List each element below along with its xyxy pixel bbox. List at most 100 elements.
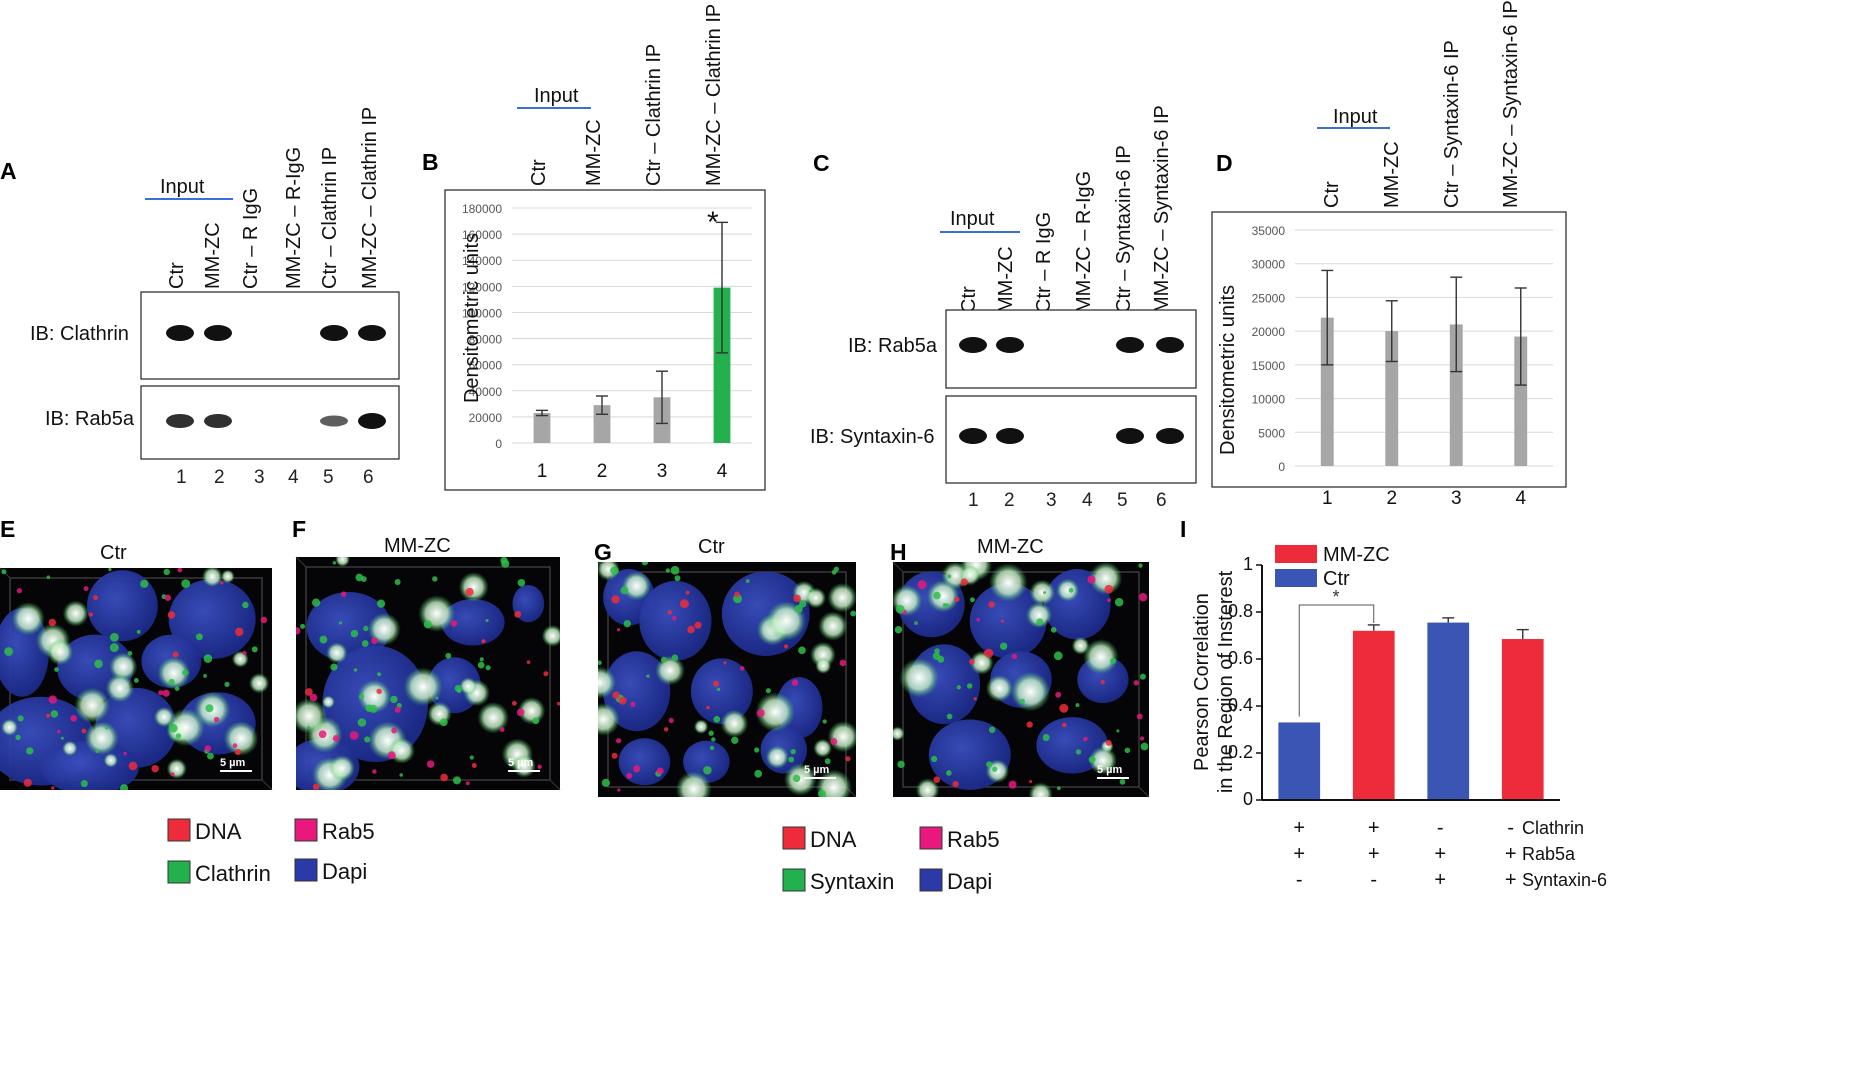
- legend-swatch: [1275, 569, 1317, 587]
- chart-header: Ctr – Syntaxin-6 IP: [1441, 40, 1463, 208]
- fluorescent-puncta: [1036, 618, 1044, 626]
- fluorescent-puncta: [440, 773, 448, 782]
- fluorescent-puncta: [672, 615, 677, 621]
- lane-header: MM-ZC – Clathrin IP: [359, 107, 381, 289]
- y-tick-label: 15000: [1252, 359, 1286, 373]
- fluorescent-puncta: [109, 632, 119, 642]
- fluorescent-puncta: [1107, 598, 1111, 603]
- nucleus: [168, 579, 256, 660]
- fluorescent-puncta: [435, 696, 439, 700]
- fluorescent-puncta: [694, 621, 702, 629]
- panel-h-letter: H: [890, 539, 907, 565]
- fluorescent-puncta: [1088, 756, 1096, 764]
- fluorescent-puncta: [349, 731, 359, 740]
- fluorescent-puncta: [526, 660, 531, 665]
- fluorescent-puncta: [850, 610, 856, 617]
- chart-i: 0 0.2 0.4 0.6 0.8 1 Pearson Correlation in the …: [1191, 544, 1560, 809]
- fluorescent-puncta: [830, 738, 838, 745]
- colocalization-spot: [223, 721, 259, 756]
- legend-label: Dapi: [947, 869, 992, 894]
- fluorescent-puncta: [177, 568, 183, 573]
- fluorescent-puncta: [94, 659, 103, 669]
- panel-c-letter: C: [813, 150, 830, 176]
- scale-bar-label: 5 µm: [804, 764, 830, 776]
- legend-swatch: [782, 826, 806, 850]
- fluorescent-puncta: [1105, 739, 1112, 746]
- x-tick-label: 4: [717, 461, 728, 482]
- fluorescent-puncta: [363, 625, 369, 632]
- fluorescent-puncta: [151, 764, 159, 773]
- fluorescent-puncta: [95, 749, 99, 754]
- fluorescent-puncta: [220, 581, 224, 585]
- colocalization-spot: [1083, 639, 1119, 675]
- condition-label: Syntaxin-6: [1522, 870, 1607, 890]
- fluorescent-puncta: [712, 680, 720, 687]
- fluorescent-puncta: [465, 781, 470, 786]
- x-tick-label: 2: [1386, 488, 1397, 509]
- fluorescent-puncta: [1061, 722, 1067, 728]
- fluorescent-puncta: [48, 618, 57, 627]
- colocalization-spot: [62, 740, 78, 756]
- condition-sign: +: [1293, 817, 1305, 839]
- fluorescent-puncta: [205, 704, 214, 713]
- colocalization-spot: [693, 719, 709, 734]
- fluorescent-puncta: [83, 586, 89, 592]
- legend-swatch: [294, 858, 318, 882]
- fluorescent-puncta: [793, 594, 801, 603]
- blot-label: IB: Clathrin: [30, 323, 129, 345]
- y-tick-label: 120000: [462, 280, 502, 294]
- lane-header: Ctr – Syntaxin-6 IP: [1113, 145, 1135, 313]
- fluorescent-puncta: [136, 629, 141, 634]
- fluorescent-puncta: [332, 735, 340, 742]
- colocalization-spot: [427, 701, 452, 727]
- fluorescent-puncta: [671, 654, 679, 661]
- fluorescent-puncta: [731, 736, 739, 745]
- chart-b: 0 20000 40000 60000 80000 100000 120000 140000 1…: [461, 202, 752, 482]
- fluorescent-puncta: [307, 725, 311, 729]
- condition-sign: +: [1368, 817, 1380, 839]
- lane-number: 2: [1004, 490, 1015, 511]
- colocalization-spot: [367, 612, 401, 646]
- colocalization-spot: [1089, 562, 1123, 595]
- y-tick-label: 80000: [469, 333, 503, 347]
- fluorescent-puncta: [376, 688, 382, 695]
- fluorescent-puncta: [162, 689, 170, 697]
- fluorescent-puncta: [931, 755, 938, 763]
- fluorescent-puncta: [127, 650, 133, 656]
- fluorescent-puncta: [616, 738, 622, 744]
- legend-swatch: [919, 826, 943, 850]
- colocalization-spot: [755, 692, 795, 732]
- condition-sign: -: [1296, 869, 1303, 891]
- fluorescent-puncta: [966, 683, 973, 689]
- micrograph-title: MM-ZC: [384, 535, 451, 557]
- chart-d: 0 5000 10000 15000 20000 25000 30000 35000 1 2 3 4 D…: [1217, 224, 1553, 509]
- nucleus: [441, 598, 505, 646]
- fluorescent-puncta: [1119, 779, 1126, 785]
- lane-header: MM-ZC – Syntaxin-6 IP: [1151, 105, 1173, 313]
- fluorescent-puncta: [1087, 575, 1096, 584]
- fluorescent-puncta: [300, 623, 306, 629]
- fluorescent-puncta: [469, 755, 474, 760]
- fluorescent-puncta: [164, 594, 172, 601]
- fluorescent-puncta: [364, 736, 371, 743]
- chart-header: Ctr: [528, 159, 550, 186]
- fluorescent-puncta: [361, 640, 369, 647]
- fluorescent-puncta: [485, 665, 491, 671]
- lane-header: MM-ZC: [202, 222, 224, 289]
- blot-band: [1116, 337, 1144, 353]
- volume-box-edge: [295, 556, 307, 568]
- legend-label: Rab5: [322, 819, 375, 844]
- fluorescent-puncta: [792, 774, 801, 783]
- fluorescent-puncta: [108, 568, 112, 572]
- blot-band: [1156, 428, 1184, 444]
- lane-header: MM-ZC – R-IgG: [283, 147, 305, 289]
- fluorescent-puncta: [739, 666, 745, 671]
- fluorescent-puncta: [969, 597, 975, 603]
- fluorescent-puncta: [799, 600, 807, 608]
- chart-b-frame: [444, 189, 766, 491]
- legend-label: Dapi: [322, 859, 367, 884]
- fluorescent-puncta: [754, 769, 763, 778]
- fluorescent-puncta: [332, 561, 337, 565]
- panel-a-lane-headers: Ctr MM-ZC Ctr – R IgG MM-ZC – R-IgG Ctr …: [166, 107, 381, 289]
- y-tick-label: 0.4: [1228, 695, 1253, 715]
